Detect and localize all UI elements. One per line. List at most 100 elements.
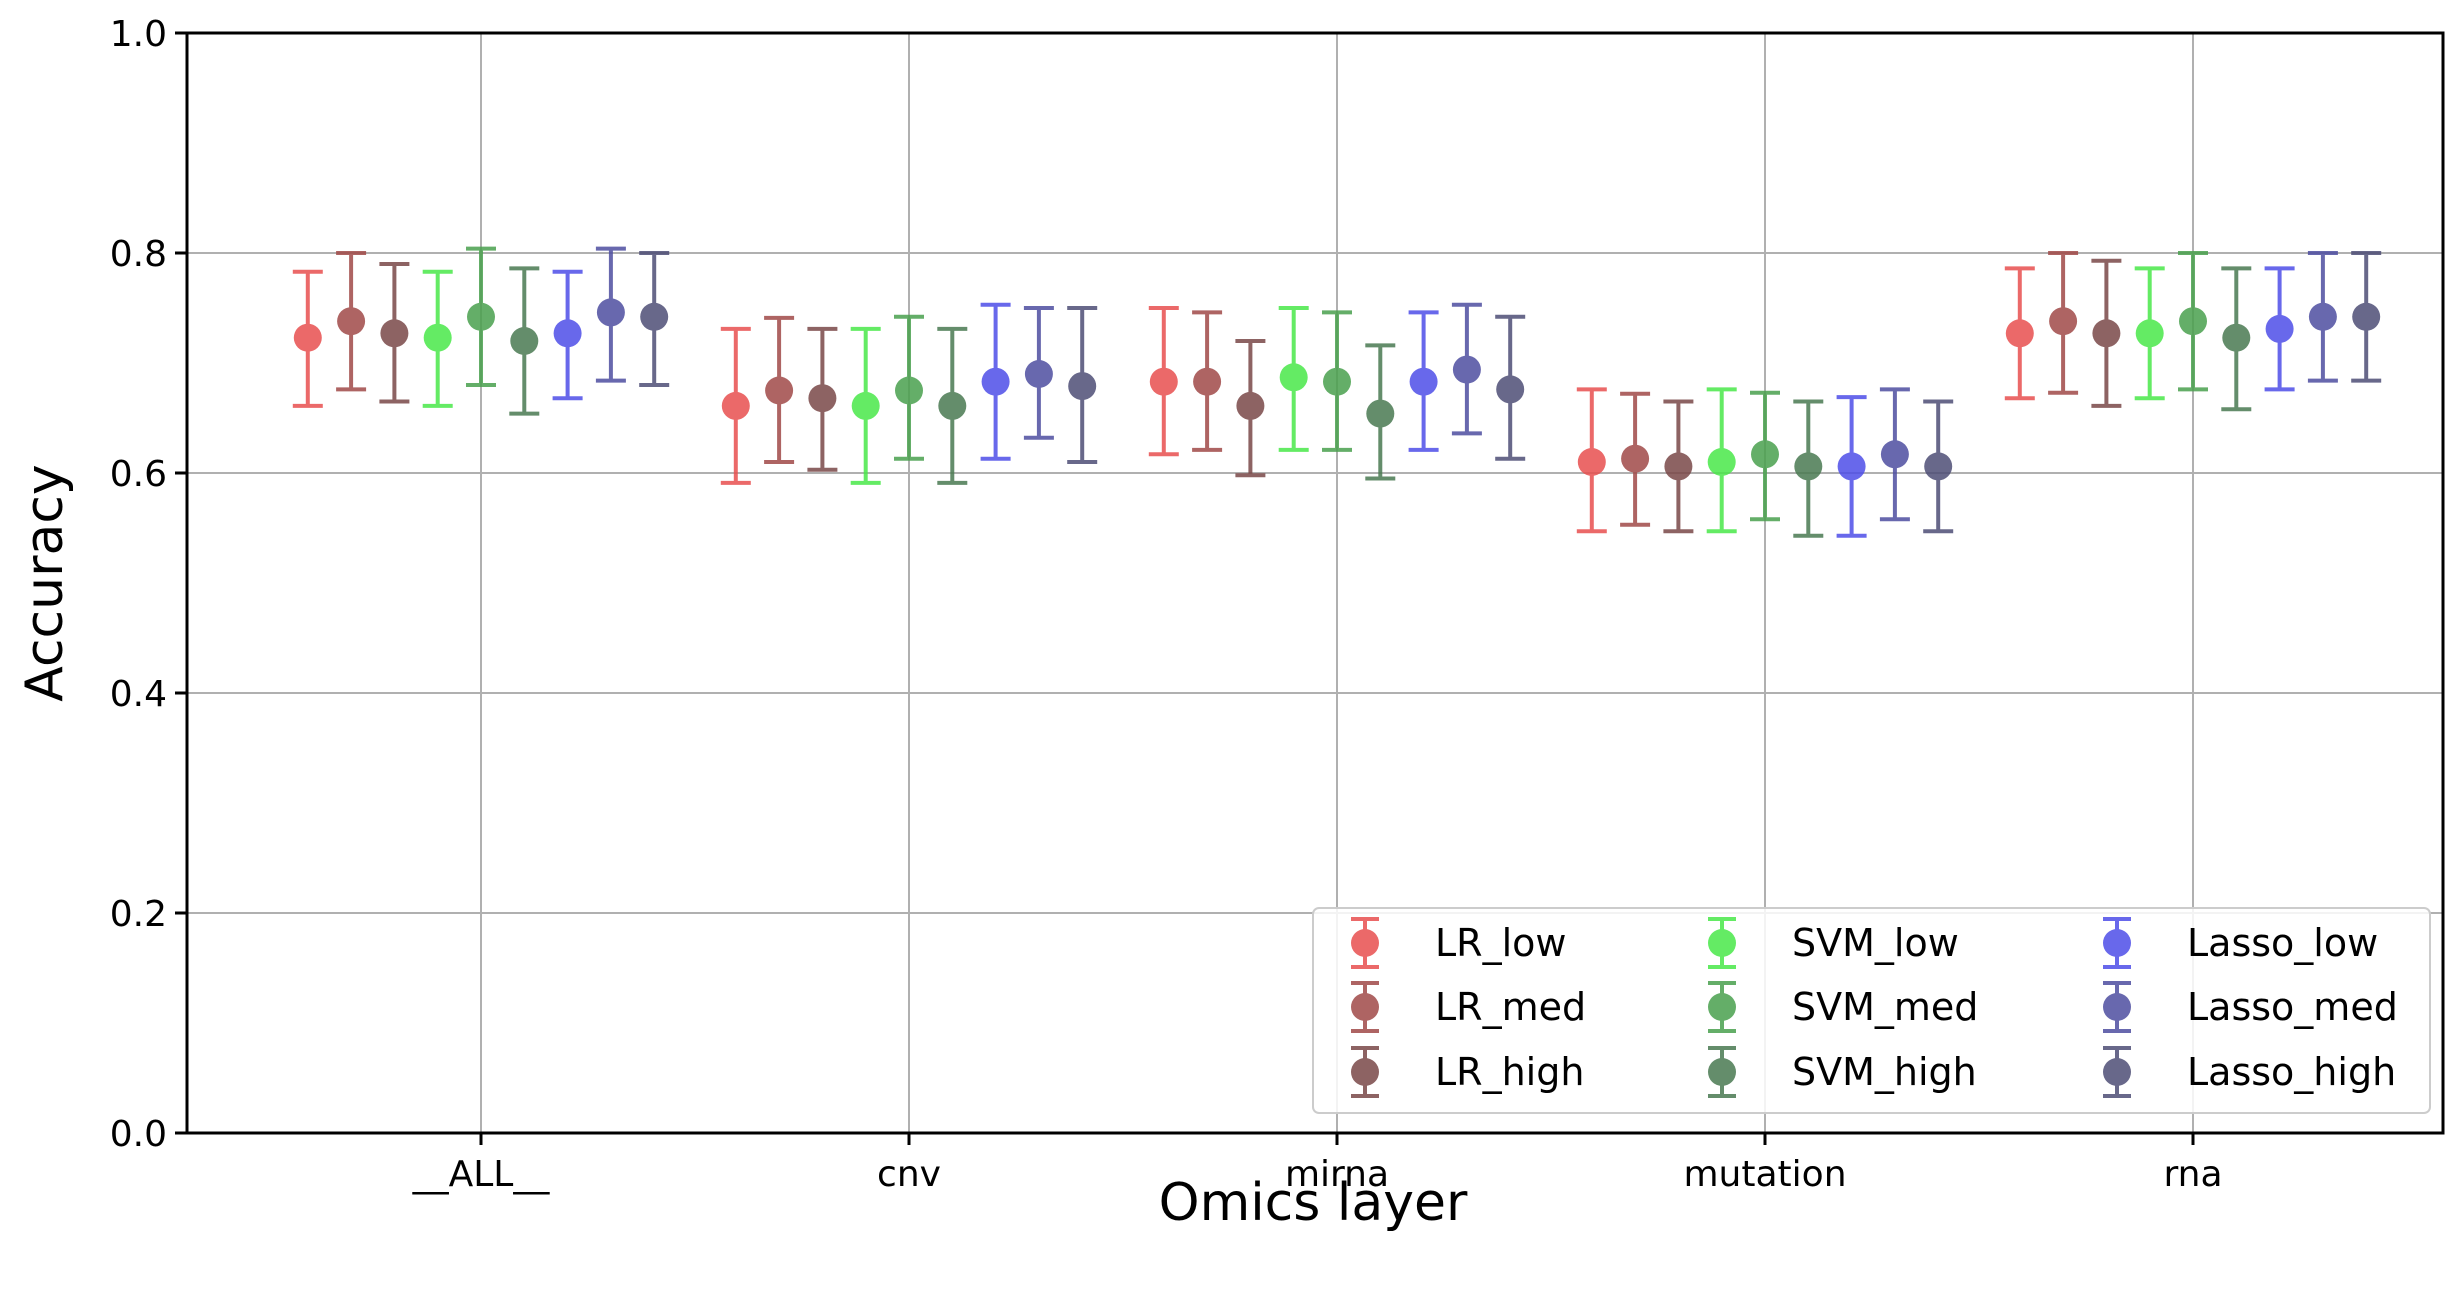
data-point [2222,323,2251,352]
errorbar-point-SVM_high [1793,399,1824,538]
y-tick-label: 0.4 [110,674,167,715]
legend-marker-Lasso_med [2103,981,2131,1033]
data-point [553,319,582,348]
data-point [1452,355,1481,384]
x-tick-label: rna [2163,1154,2222,1195]
data-point [2049,307,2078,336]
data-point [2352,302,2381,331]
data-point [596,298,625,327]
data-point [851,391,880,420]
errorbar-point-LR_high [1663,399,1694,534]
data-point [1880,440,1909,469]
data-point [337,307,366,336]
legend-marker-Lasso_high [2103,1046,2131,1098]
errorbar-point-SVM_med [466,246,496,387]
errorbar-point-LR_med [2048,251,2079,395]
data-point [1193,367,1222,396]
data-point [640,302,669,331]
legend-label: LR_med [1435,985,1586,1029]
legend-label: SVM_med [1792,985,1978,1029]
errorbar-point-Lasso_low [980,302,1011,461]
y-tick-label: 0.6 [110,454,167,495]
data-point [1068,372,1097,401]
legend-label: Lasso_high [2187,1050,2396,1094]
errorbar-point-SVM_med [2178,251,2208,392]
data-point [2265,314,2294,343]
errorbar-point-Lasso_med [595,246,626,383]
errorbar-point-SVM_high [2221,266,2252,412]
errorbar-point-SVM_high [509,266,540,416]
legend-marker-LR_low [1351,917,1379,969]
errorbar-point-Lasso_high [2351,251,2382,383]
errorbar-point-SVM_low [422,269,453,408]
errorbar-point-LR_high [807,326,838,472]
legend-point [2103,1058,2131,1086]
legend-marker-LR_high [1351,1046,1379,1098]
data-point [721,391,750,420]
y-tick-label: 0.2 [110,894,167,935]
legend-marker-SVM_med [1708,981,1736,1033]
legend-label: Lasso_low [2187,921,2378,965]
data-point [1664,452,1693,481]
legend-point [1351,1058,1379,1086]
data-point [2092,319,2121,348]
errorbar-point-LR_med [336,251,367,392]
x-tick-label: mutation [1683,1154,1846,1195]
errorbar-point-SVM_low [2134,266,2165,401]
data-point [293,323,322,352]
data-point [2005,319,2034,348]
errorbar-point-LR_med [764,315,795,464]
errorbar-point-Lasso_med [2307,251,2338,383]
legend-label: SVM_low [1792,921,1959,965]
plot-frame [185,31,2445,1135]
legend-marker-SVM_high [1708,1046,1736,1098]
errorbar-point-LR_low [1576,387,1607,534]
errorbar-point-LR_low [720,326,751,485]
errorbar-point-Lasso_high [1923,399,1954,534]
data-point [808,384,837,413]
legend-label: SVM_high [1792,1050,1977,1094]
errorbar-point-LR_med [1620,391,1651,527]
x-axis-label: Omics layer [1159,1173,1468,1233]
legend-label: Lasso_med [2187,985,2398,1029]
data-point [1366,399,1395,428]
data-point [765,376,794,405]
data-point [1621,444,1650,473]
errorbar-point-LR_high [1235,339,1266,478]
data-point [1236,391,1265,420]
data-point [938,391,967,420]
y-tick-label: 0.8 [110,234,167,275]
data-point [1794,452,1823,481]
errorbar-point-LR_med [1192,310,1223,452]
legend-point [1708,1058,1736,1086]
legend-point [1351,993,1379,1021]
errorbar-point-Lasso_high [639,251,670,387]
legend-point [1708,993,1736,1021]
errorbar-point-Lasso_med [1023,306,1054,440]
legend-label: LR_high [1435,1050,1584,1094]
data-point [895,376,923,405]
legend-point [2103,993,2131,1021]
errorbar-point-LR_low [1148,306,1179,457]
data-layer [292,246,2382,538]
errorbar-point-SVM_high [937,326,968,485]
data-point [2179,307,2207,336]
data-point [981,367,1010,396]
errorbar-point-SVM_med [1322,310,1352,452]
errorbar-point-Lasso_med [1879,387,1910,522]
legend: LR_low LR_med LR_high SVM_low SVM_med SVM_hig… [1312,907,2431,1114]
data-point [1279,363,1308,392]
errorbar-point-SVM_high [1365,343,1396,481]
y-axis-label: Accuracy [15,464,75,701]
legend-marker-SVM_low [1708,917,1736,969]
errorbar-point-SVM_low [1706,387,1737,534]
errorbar-point-LR_high [379,262,410,404]
errorbar-point-Lasso_low [1836,395,1867,538]
data-point [1496,375,1525,404]
x-tick-label: mirna [1285,1154,1389,1195]
data-point [2308,302,2337,331]
axis-layer: 0.0 0.2 0.4 0.6 0.8 1.0 __ALL__ cnv mirna mutatio… [110,14,2223,1195]
errorbar-point-SVM_med [894,314,924,461]
y-tick-label: 1.0 [110,14,167,55]
